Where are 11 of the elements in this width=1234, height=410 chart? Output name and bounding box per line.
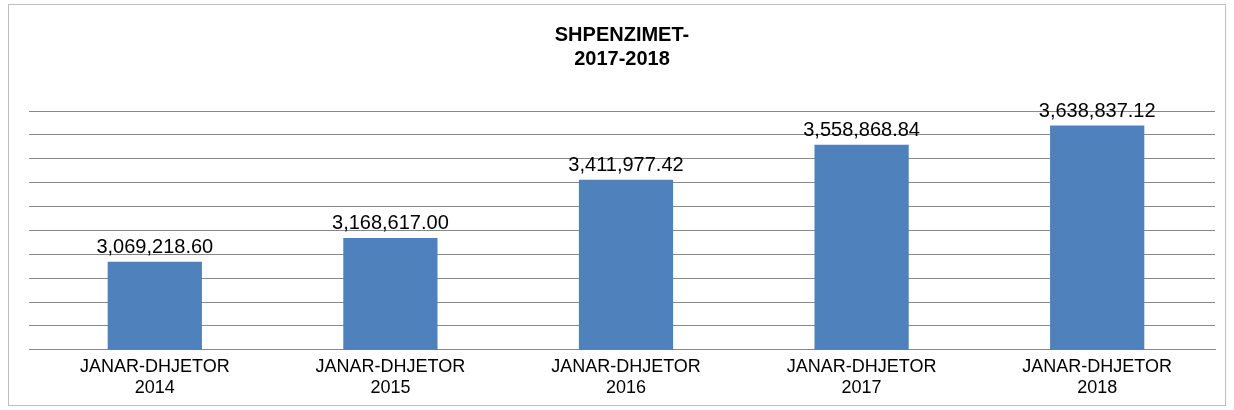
data-label: 3,558,868.84 [803, 118, 920, 141]
x-tick-label: JANAR-DHJETOR 2016 [551, 355, 701, 398]
data-label: 3,638,837.12 [1038, 99, 1156, 122]
data-label: 3,168,617.00 [332, 211, 449, 234]
x-tick-label: JANAR-DHJETOR 2018 [1022, 355, 1173, 398]
data-label: 3,069,218.60 [96, 235, 214, 258]
x-tick-label: JANAR-DHJETOR 2014 [79, 355, 230, 398]
x-tick-label: JANAR-DHJETOR 2015 [315, 355, 466, 398]
data-label: 3,411,977.42 [568, 153, 684, 176]
chart-title: SHPENZIMET- 2017-2018 [554, 22, 690, 69]
x-tick-label: JANAR-DHJETOR 2017 [786, 355, 937, 398]
